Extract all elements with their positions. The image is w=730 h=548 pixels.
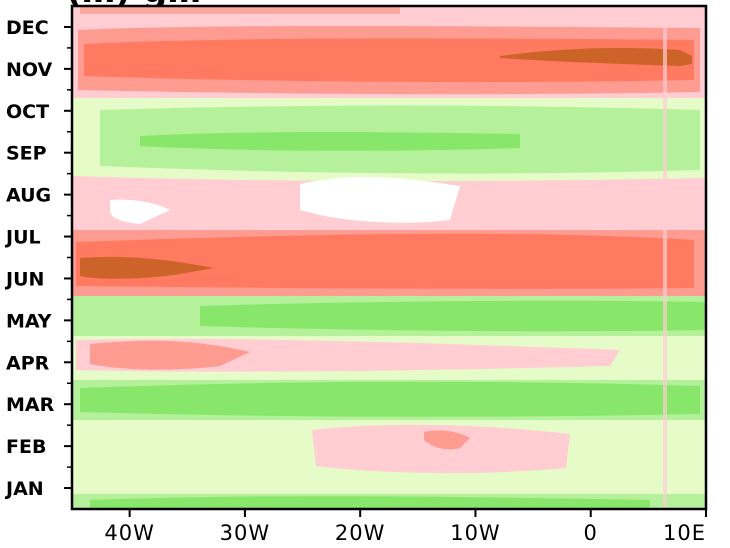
contour-field (72, 6, 706, 509)
band-sep-strong (140, 132, 520, 151)
y-tick-label-dec: DEC (6, 17, 49, 39)
band-aug-white-left (110, 199, 170, 224)
y-axis: JAN FEB MAR APR MAY JUN JUL AUG SEP OCT NOV DEC (4, 17, 72, 500)
y-tick-label-jan: JAN (4, 478, 44, 500)
band-nov-strong (84, 38, 694, 83)
y-tick-label-oct: OCT (6, 101, 49, 123)
y-tick-label-jun: JUN (4, 268, 44, 290)
x-tick-label-30w: 30W (220, 521, 271, 545)
y-tick-label-apr: APR (6, 352, 50, 374)
x-tick-label-0: 0 (584, 521, 598, 545)
band-jan-strong (90, 496, 650, 509)
y-tick-label-nov: NOV (6, 59, 53, 81)
band-feb-pos (312, 424, 570, 474)
y-tick-label-feb: FEB (6, 436, 46, 458)
y-tick-label-sep: SEP (6, 143, 47, 165)
x-tick-label-10w: 10W (450, 521, 501, 545)
streak-7e (663, 6, 667, 509)
band-dec-inner (80, 6, 400, 14)
band-jun-extreme (80, 256, 214, 279)
band-aug-white (300, 176, 460, 223)
y-tick-label-mar: MAR (6, 394, 55, 416)
band-mar-strong (80, 381, 700, 417)
band-may-strong (200, 300, 706, 332)
x-tick-label-40w: 40W (104, 521, 155, 545)
y-tick-label-jul: JUL (4, 227, 41, 249)
x-tick-label-10e: 10E (663, 521, 706, 545)
band-jun-strong (76, 233, 694, 289)
band-feb-mid (424, 430, 470, 450)
y-tick-label-aug: AUG (6, 185, 51, 207)
x-tick-label-20w: 20W (335, 521, 386, 545)
band-nov-extreme (500, 48, 692, 66)
x-axis: 40W 30W 20W 10W 0 10E (104, 509, 707, 545)
band-apr-mid (90, 340, 250, 370)
y-tick-label-may: MAY (6, 310, 52, 332)
